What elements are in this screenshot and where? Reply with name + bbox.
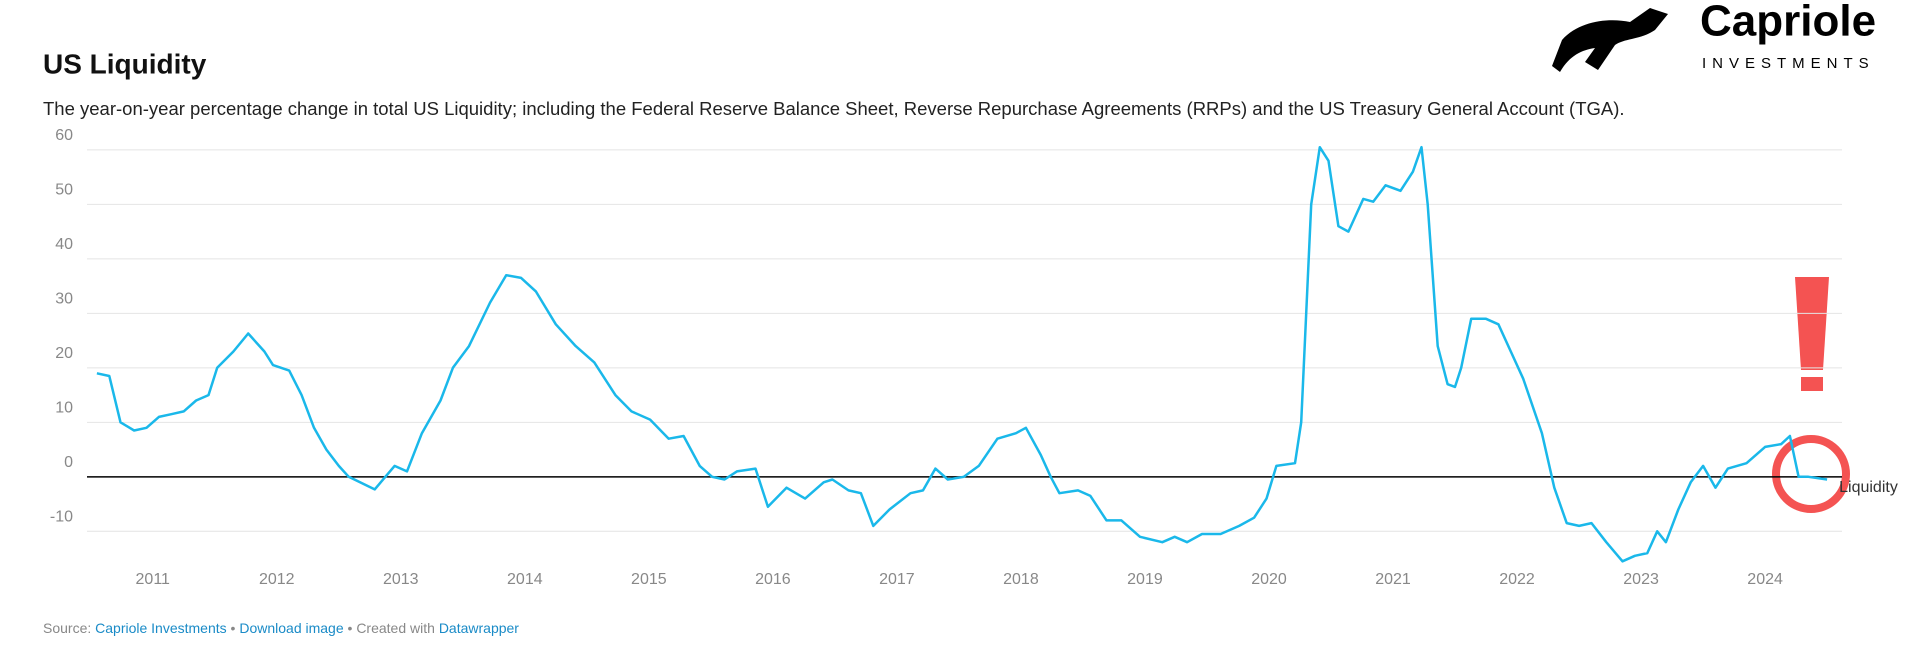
y-tick-label: 60 [55,127,73,144]
line [96,145,1828,563]
highlight-circle [1772,435,1850,513]
exclamation-bar [1795,277,1829,370]
x-tick-label: 2016 [755,571,791,588]
x-tick-label: 2017 [879,571,915,588]
y-tick-label: 10 [55,400,73,417]
logo-tagline: INVESTMENTS [1702,55,1875,72]
x-tick-label: 2020 [1251,571,1287,588]
x-tick-label: 2013 [383,571,419,588]
annotation [1772,277,1850,513]
y-tick-label: 20 [55,345,73,362]
y-tick-label: 40 [55,236,73,253]
logo-horse [1552,8,1668,72]
x-tick-label: 2024 [1747,571,1783,588]
logo-name: Capriole [1700,0,1876,46]
source-link[interactable]: Capriole Investments [95,620,227,636]
x-tick-label: 2015 [631,571,667,588]
y-tick-label: -10 [50,509,73,526]
exclamation-dot [1801,377,1823,391]
x-tick-label: 2021 [1375,571,1411,588]
y-tick-label: 30 [55,291,73,308]
tool-link[interactable]: Datawrapper [439,620,519,636]
source-prefix: Source: [43,620,91,636]
separator: • [231,620,236,636]
x-tick-label: 2019 [1127,571,1163,588]
y-tick-label: 0 [64,454,73,471]
chart-subtitle: The year-on-year percentage change in to… [43,98,1625,119]
x-tick-label: 2014 [507,571,543,588]
created-with: • Created with [348,620,435,636]
download-link[interactable]: Download image [239,620,343,636]
x-tick-label: 2012 [259,571,295,588]
x-tick-label: 2022 [1499,571,1535,588]
source: Source: Capriole Investments • Download … [43,620,519,636]
x-tick-label: 2011 [136,571,171,588]
chart-title: US Liquidity [43,48,207,79]
x-tick-label: 2023 [1623,571,1659,588]
series-label: Liquidity [1839,479,1898,496]
y-tick-label: 50 [55,182,73,199]
logo: Capriole INVESTMENTS [1552,0,1876,72]
x-tick-label: 2018 [1003,571,1039,588]
plot: -10 0 10 20 30 40 50 60 2011 2012 2013 2014 2015 2016… [50,127,1898,588]
